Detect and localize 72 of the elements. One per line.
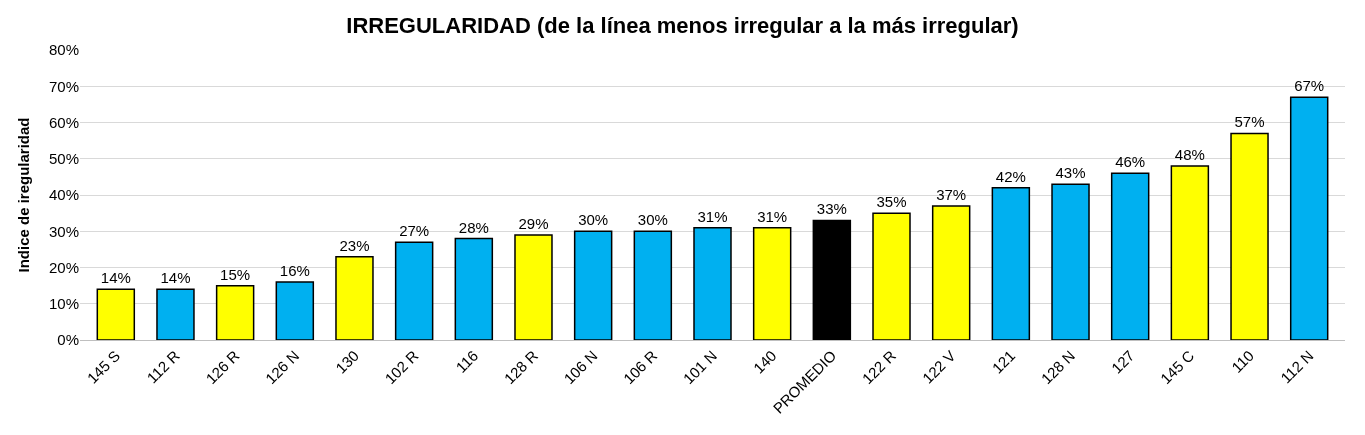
x-tick-label: 101 N [679,346,720,388]
bar [812,219,852,340]
x-tick-label: 145 S [83,346,124,387]
bar [752,226,792,340]
data-label: 46% [1115,153,1146,171]
y-tick-label: 30% [48,222,79,240]
x-tick-label: 122 R [858,346,900,388]
x-tick-label: 122 V [918,346,959,387]
x-tick-label: 121 [988,346,1019,377]
chart-title: IRREGULARIDAD (de la línea menos irregular a la más irregular) [346,12,1019,38]
bar [215,284,255,340]
bar [1230,132,1269,340]
data-label: 27% [399,222,430,240]
x-tick-label: 110 [1228,346,1257,376]
data-label: 42% [995,167,1026,185]
x-tick-label: 128 R [500,346,542,388]
x-tick-label: 106 N [560,346,601,388]
data-label: 15% [220,265,251,283]
y-tick-label: 50% [48,150,79,167]
data-label: 67% [1294,77,1325,95]
bar [335,255,374,340]
data-label: 48% [1174,146,1205,163]
data-label: 14% [160,269,191,287]
x-tick-label: 145 C [1156,346,1198,388]
bar [633,230,673,340]
y-tick-label: 20% [48,258,79,276]
y-tick-label: 70% [48,77,79,95]
y-tick-label: 40% [48,186,79,204]
x-tick-label: 106 R [619,346,661,388]
data-label: 29% [518,214,549,232]
bar [514,234,553,340]
data-label: 57% [1234,113,1265,131]
bar [156,288,195,340]
bar [1170,165,1210,340]
bar [454,237,494,340]
x-tick-label: 112 N [1277,346,1317,387]
bar [872,212,911,340]
data-label: 31% [697,207,728,225]
bar [96,288,136,340]
y-tick-label: 10% [48,295,79,312]
y-tick-label: 60% [48,113,79,131]
data-label: 14% [100,269,131,287]
x-tick-label: 116 [452,346,482,376]
x-tick-label: 130 [332,346,362,377]
data-label: 28% [458,218,489,236]
y-tick-label: 80% [48,41,79,59]
x-tick-label: 112 R [143,346,184,387]
bar [693,226,732,340]
x-tick-label: 126 N [261,346,303,388]
data-label: 31% [757,207,788,225]
data-label: 43% [1055,164,1086,182]
bar [1051,183,1090,340]
bar [991,187,1031,340]
data-label: 16% [279,262,310,279]
data-label: 35% [876,193,907,211]
y-tick-label: 0% [57,331,79,349]
data-label: 33% [816,200,847,218]
bar [573,230,613,340]
data-label: 30% [578,211,609,229]
x-tick-label: 126 R [202,346,243,388]
bar [394,241,434,340]
bar [275,281,315,340]
x-tick-label: 102 R [381,346,422,388]
bar [1110,172,1150,340]
y-axis-title: Indice de iregularidad [15,117,33,273]
x-tick-label: 127 [1107,346,1138,377]
data-label: 37% [936,185,967,203]
data-label: 23% [339,236,370,254]
bar [1289,96,1329,340]
bar [931,205,971,340]
data-label: 30% [637,211,668,229]
x-tick-label: 128 N [1037,346,1078,388]
